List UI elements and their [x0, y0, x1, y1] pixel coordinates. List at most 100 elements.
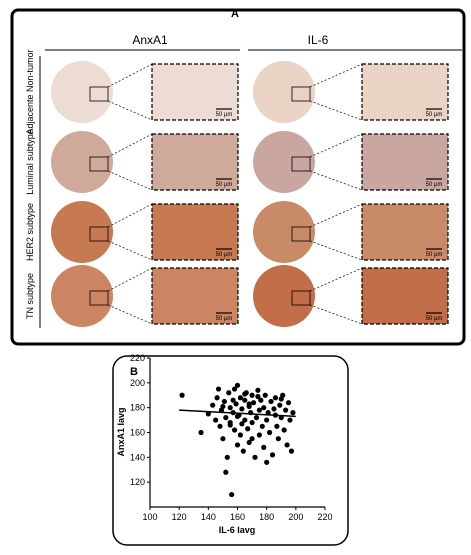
point: [245, 426, 251, 432]
zoom-line: [309, 267, 363, 292]
point: [242, 391, 248, 397]
zoom-image: [361, 267, 449, 325]
point: [266, 429, 273, 436]
scale-label: 50 µm: [426, 182, 443, 188]
zoom-line: [309, 133, 363, 158]
point: [239, 406, 245, 412]
panel-label: A: [231, 8, 239, 20]
zoom-line: [107, 304, 153, 325]
point: [268, 398, 274, 405]
zoom-image: [151, 133, 239, 191]
point: [277, 402, 283, 408]
point: [246, 401, 252, 407]
point: [274, 423, 280, 429]
y-tick-label: 160: [130, 428, 145, 438]
point: [198, 429, 204, 436]
point: [288, 448, 295, 454]
zoom-image: [151, 267, 239, 325]
x-tick-label: 220: [317, 512, 332, 522]
y-tick-label: 120: [130, 477, 145, 487]
point: [229, 491, 235, 498]
scale-label: 50 µm: [426, 252, 443, 258]
point: [272, 395, 279, 401]
point: [227, 422, 233, 428]
x-tick-label: 100: [142, 512, 157, 522]
y-axis-label: AnxA1 Iavg: [116, 407, 126, 456]
zoom-line: [309, 203, 363, 228]
row-label: TN subtype: [25, 273, 35, 319]
zoom-line: [309, 100, 363, 121]
point: [210, 402, 216, 408]
point: [261, 405, 267, 411]
point: [234, 413, 241, 419]
point: [234, 442, 241, 448]
point: [264, 417, 270, 423]
tissue-core: [253, 201, 315, 263]
point: [250, 400, 257, 406]
zoom-line: [107, 100, 153, 121]
tissue-core: [253, 131, 315, 193]
zoom-line: [309, 240, 363, 261]
inset-box: [291, 156, 311, 172]
point: [290, 410, 296, 416]
point: [252, 454, 258, 460]
tissue-core: [51, 131, 113, 193]
zoom-image: [361, 63, 449, 121]
zoom-line: [309, 63, 363, 88]
point: [240, 448, 246, 454]
row-label: Luminal subtype: [25, 129, 35, 195]
point: [215, 386, 222, 392]
point: [259, 423, 265, 429]
point: [223, 415, 229, 421]
point: [249, 436, 255, 442]
point: [255, 387, 261, 393]
point: [271, 406, 277, 412]
point: [256, 407, 262, 413]
scale-label: 50 µm: [216, 316, 233, 322]
y-tick-label: 140: [130, 452, 145, 462]
inset-box: [291, 290, 311, 306]
zoom-image: [151, 203, 239, 261]
zoom-line: [107, 203, 153, 228]
zoom-line: [107, 267, 153, 292]
inset-box: [291, 86, 311, 102]
point: [220, 436, 226, 442]
tissue-core: [51, 265, 113, 327]
point: [213, 417, 219, 423]
point: [230, 397, 236, 403]
point: [261, 444, 267, 450]
point: [283, 407, 289, 413]
x-tick-label: 180: [259, 512, 274, 522]
point: [255, 393, 261, 400]
x-tick-label: 200: [288, 512, 303, 522]
point: [253, 415, 260, 421]
point: [258, 397, 264, 403]
point: [224, 454, 230, 460]
column-header: AnxA1: [132, 33, 168, 47]
zoom-image: [151, 63, 239, 121]
point: [287, 417, 293, 423]
zoom-line: [309, 304, 363, 325]
point: [264, 459, 270, 465]
point: [242, 417, 248, 423]
scale-label: 50 µm: [426, 316, 443, 322]
zoom-line: [107, 63, 153, 88]
zoom-line: [309, 170, 363, 191]
point: [226, 390, 232, 396]
point: [281, 427, 287, 433]
point: [179, 392, 185, 398]
x-tick-label: 140: [201, 512, 216, 522]
zoom-image: [361, 203, 449, 261]
x-tick-label: 160: [230, 512, 245, 522]
point: [262, 392, 268, 398]
inset-box: [89, 86, 109, 102]
tissue-core: [253, 265, 315, 327]
point: [231, 427, 238, 433]
point: [237, 432, 244, 438]
point: [275, 436, 281, 442]
x-axis-label: IL-6 Iavg: [219, 525, 256, 535]
point: [217, 423, 223, 429]
inset-box: [89, 226, 109, 242]
